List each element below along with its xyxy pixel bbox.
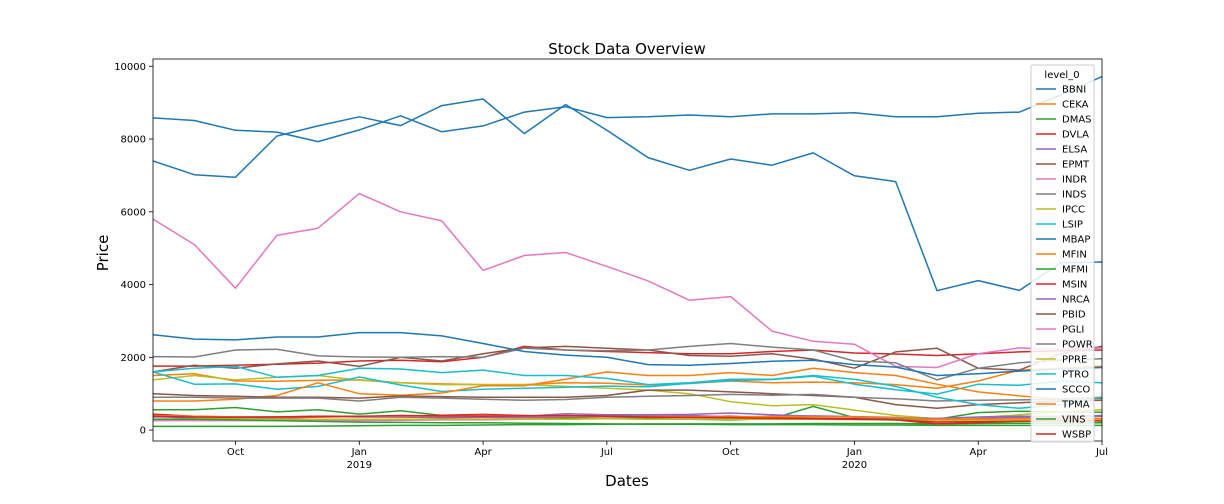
plot-frame	[152, 58, 1103, 442]
chart-title: Stock Data Overview	[548, 40, 706, 58]
legend-label: MFIN	[1062, 250, 1087, 261]
legend-item-bbni: BBNI	[1036, 85, 1086, 96]
legend-item-inds: INDS	[1036, 190, 1086, 201]
legend-label: POWR	[1062, 340, 1093, 351]
legend-label: IPCC	[1062, 205, 1085, 216]
x-tick-label: Oct	[227, 447, 244, 458]
legend-label: PTRO	[1062, 370, 1089, 381]
series-line-ptro	[153, 365, 1102, 410]
series-line-ceka	[153, 365, 1102, 389]
legend-item-ipcc: IPCC	[1036, 205, 1085, 216]
legend-label: MSIN	[1062, 280, 1087, 291]
legend-label: MFMI	[1062, 265, 1088, 276]
legend-item-mfmi: MFMI	[1036, 265, 1088, 276]
series-line-bbni	[153, 98, 1102, 292]
legend-label: DMAS	[1062, 115, 1092, 126]
legend-label: PBID	[1062, 310, 1086, 321]
legend: level_0 BBNI CEKA DMAS DVLA ELSA EPMT INDR INDS…	[1030, 64, 1095, 443]
series-line-epmt	[153, 345, 1102, 373]
y-tick-label: 8000	[121, 135, 146, 146]
legend-label: NRCA	[1062, 295, 1090, 306]
y-tick-label: 10000	[114, 62, 146, 73]
legend-label: MBAP	[1062, 235, 1090, 246]
legend-label: EPMT	[1062, 160, 1090, 171]
x-axis: Oct Jan 2019 Apr Jul Oct Jan 2020 Apr Jul	[227, 441, 1108, 471]
legend-item-lsip: LSIP	[1036, 220, 1083, 231]
legend-item-pbid: PBID	[1036, 310, 1086, 321]
legend-item-msin: MSIN	[1036, 280, 1087, 291]
legend-label: ELSA	[1062, 145, 1087, 156]
legend-item-powr: POWR	[1036, 340, 1093, 351]
y-tick-label: 2000	[121, 353, 146, 364]
legend-label: VINS	[1062, 415, 1086, 426]
series-line-indr	[153, 192, 1102, 369]
series-line-pbid	[153, 389, 1102, 410]
series-line-mfin	[153, 367, 1102, 402]
legend-label: SCCO	[1062, 385, 1090, 396]
series-line-dvla	[153, 345, 1102, 367]
legend-label: LSIP	[1062, 220, 1083, 231]
legend-label: INDR	[1062, 175, 1087, 186]
legend-label: BBNI	[1062, 85, 1086, 96]
legend-item-dvla: DVLA	[1036, 130, 1089, 141]
legend-item-indr: INDR	[1036, 175, 1087, 186]
x-tick-label: Jan	[351, 447, 367, 458]
legend-item-nrca: NRCA	[1036, 295, 1090, 306]
legend-label: DVLA	[1062, 130, 1089, 141]
legend-item-vins: VINS	[1036, 415, 1086, 426]
legend-label: CEKA	[1062, 100, 1089, 111]
legend-item-ptro: PTRO	[1036, 370, 1089, 381]
y-tick-label: 4000	[121, 280, 146, 291]
legend-item-mfin: MFIN	[1036, 250, 1087, 261]
x-tick-label: Apr	[474, 447, 492, 458]
series-line-vins	[153, 418, 1102, 427]
legend-item-ceka: CEKA	[1036, 100, 1089, 111]
plot-area	[153, 75, 1102, 428]
y-tick-label: 0	[140, 426, 146, 437]
y-axis: 0 2000 4000 6000 8000 10000	[114, 62, 153, 437]
x-tick-label: Jul	[600, 447, 613, 458]
series-line-mbap	[153, 331, 1102, 377]
legend-item-wsbp: WSBP	[1036, 430, 1091, 441]
legend-item-mbap: MBAP	[1036, 235, 1090, 246]
legend-item-elsa: ELSA	[1036, 145, 1087, 156]
legend-item-ppre: PPRE	[1036, 355, 1087, 366]
legend-item-pgli: PGLI	[1036, 325, 1084, 336]
legend-item-dmas: DMAS	[1036, 115, 1092, 126]
legend-item-tpma: TPMA	[1036, 400, 1090, 411]
legend-label: INDS	[1062, 190, 1086, 201]
legend-box	[1030, 64, 1095, 443]
legend-label: PPRE	[1062, 355, 1087, 366]
x-tick-label: Jul	[1095, 447, 1108, 458]
series-line-scco	[153, 75, 1102, 143]
legend-title: level_0	[1044, 70, 1079, 81]
x-tick-label: Apr	[970, 447, 988, 458]
series-line-inds	[153, 342, 1102, 381]
x-tick-year-label: 2020	[842, 460, 867, 471]
x-tick-year-label: 2019	[347, 460, 372, 471]
series-line-ppre	[153, 418, 1102, 422]
legend-label: TPMA	[1061, 400, 1090, 411]
y-axis-title: Price	[94, 235, 112, 272]
series-line-lsip	[153, 371, 1102, 395]
series-line-wsbp	[153, 414, 1102, 423]
legend-label: PGLI	[1062, 325, 1084, 336]
series-line-powr	[153, 393, 1102, 402]
legend-item-epmt: EPMT	[1036, 160, 1090, 171]
x-tick-label: Jan	[846, 447, 862, 458]
legend-item-scco: SCCO	[1036, 385, 1090, 396]
x-axis-title: Dates	[605, 472, 649, 490]
legend-label: WSBP	[1062, 430, 1091, 441]
x-tick-label: Oct	[722, 447, 739, 458]
y-tick-label: 6000	[121, 207, 146, 218]
